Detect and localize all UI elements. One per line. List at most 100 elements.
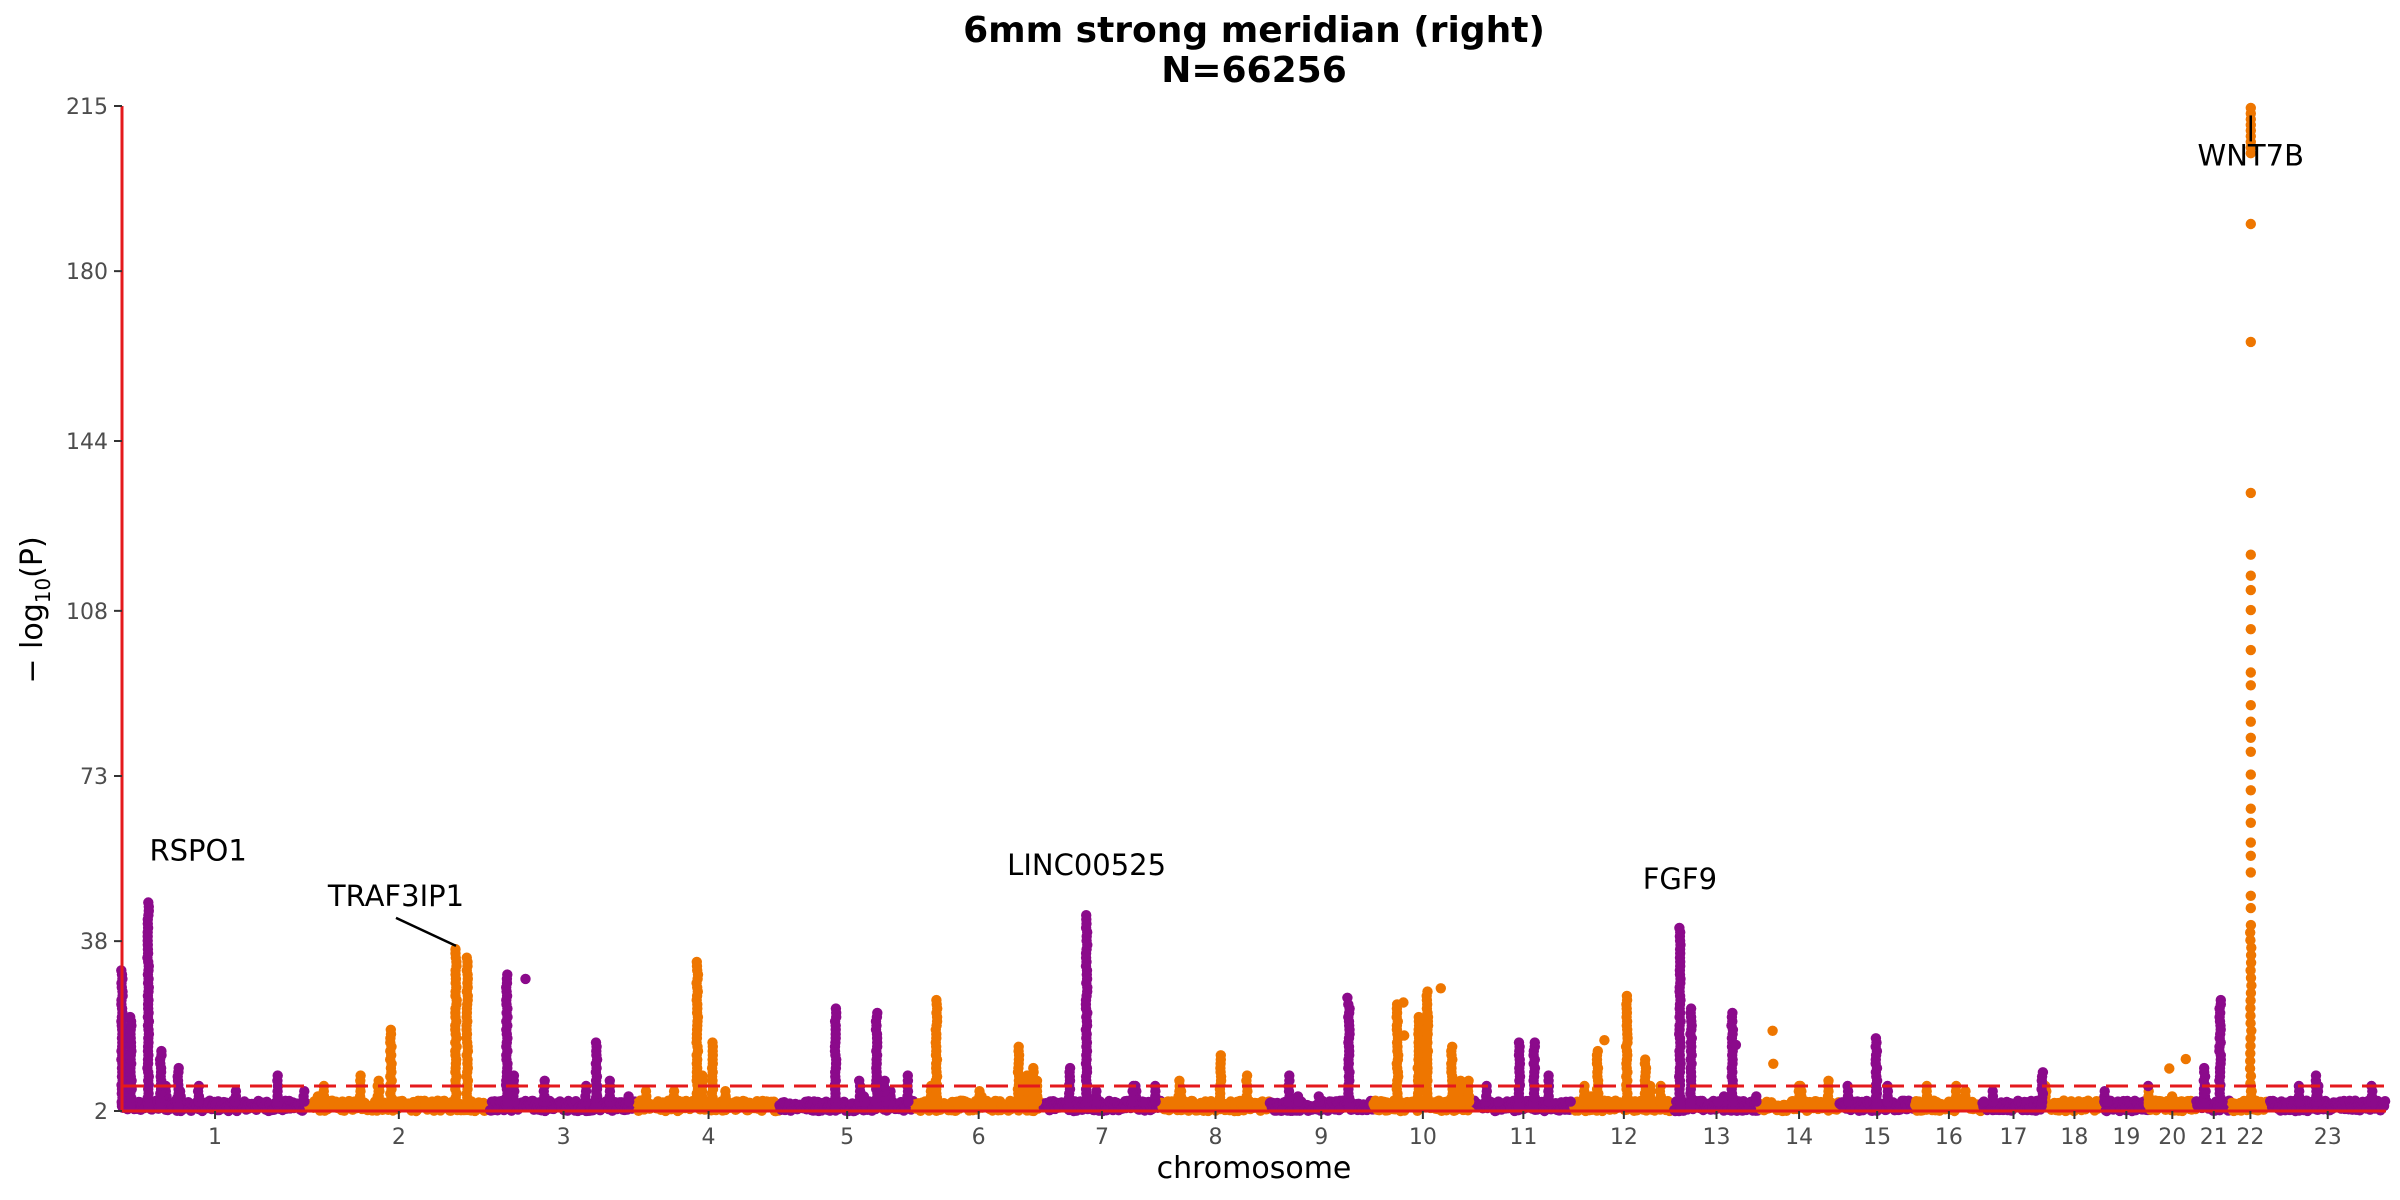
snp-point-3579 bbox=[2245, 1002, 2256, 1014]
snp-point-2781 bbox=[125, 1011, 136, 1023]
snp-point-2556 bbox=[976, 1091, 987, 1102]
snp-point-2680 bbox=[1978, 1096, 1990, 1107]
snp-point-2700 bbox=[2166, 1091, 2178, 1102]
snp-point-3589 bbox=[2245, 927, 2256, 938]
snp-point-2534 bbox=[854, 1075, 865, 1087]
snp-point-2683 bbox=[1987, 1086, 1998, 1097]
x-tick-label-1: 1 bbox=[208, 1125, 222, 1150]
x-tick-label-21: 21 bbox=[2200, 1125, 2228, 1150]
y-tick-label-6: 215 bbox=[66, 95, 108, 120]
y-tick-label-2: 73 bbox=[80, 765, 108, 790]
snp-point-3631 bbox=[520, 973, 531, 985]
snp-point-3590 bbox=[2245, 919, 2257, 931]
y-tick-label-1: 38 bbox=[80, 930, 108, 955]
snp-point-3621 bbox=[1342, 992, 1353, 1003]
snp-point-3030 bbox=[691, 956, 702, 968]
snp-point-2598 bbox=[1284, 1070, 1295, 1081]
x-tick-label-5: 5 bbox=[840, 1125, 854, 1150]
gene-label-traf3ip1: TRAF3IP1 bbox=[327, 879, 464, 913]
snp-point-3627 bbox=[1730, 1039, 1742, 1051]
snp-point-3585 bbox=[2245, 957, 2257, 968]
x-tick-label-14: 14 bbox=[1785, 1125, 1813, 1150]
snp-point-3401 bbox=[1621, 990, 1633, 1002]
y-axis-title: − log10(P) bbox=[15, 536, 55, 683]
snp-point-2514 bbox=[668, 1086, 680, 1097]
gene-label-rspo1: RSPO1 bbox=[149, 834, 246, 868]
snp-point-2505 bbox=[720, 1086, 731, 1097]
snp-point-2590 bbox=[1313, 1091, 1325, 1102]
snp-point-3592 bbox=[2245, 890, 2256, 901]
data-points bbox=[116, 102, 2391, 1117]
x-tick-label-20: 20 bbox=[2158, 1125, 2186, 1150]
snp-point-2607 bbox=[1455, 1096, 1467, 1107]
x-tick-label-2: 2 bbox=[392, 1125, 406, 1150]
snp-point-2622 bbox=[1543, 1070, 1554, 1081]
snp-point-3456 bbox=[1674, 922, 1685, 934]
snp-point-2694 bbox=[2102, 1096, 2113, 1107]
snp-point-3154 bbox=[1064, 1062, 1076, 1074]
snp-point-3591 bbox=[2245, 902, 2256, 914]
x-tick-label-17: 17 bbox=[2000, 1125, 2028, 1150]
snp-point-3583 bbox=[2245, 972, 2257, 984]
snp-point-2484 bbox=[604, 1075, 615, 1087]
snp-point-3578 bbox=[2245, 1010, 2256, 1021]
snp-point-2612 bbox=[1463, 1075, 1474, 1087]
x-tick-label-11: 11 bbox=[1509, 1125, 1537, 1150]
snp-point-3625 bbox=[1599, 1035, 1610, 1046]
snp-point-3610 bbox=[2245, 570, 2256, 581]
snp-point-2873 bbox=[385, 1024, 396, 1036]
snp-point-3597 bbox=[2245, 803, 2256, 814]
chart-title: 6mm strong meridian (right) bbox=[963, 10, 1545, 51]
snp-point-2830 bbox=[143, 897, 154, 908]
snp-point-2693 bbox=[2099, 1086, 2110, 1097]
snp-point-3570 bbox=[2245, 1070, 2257, 1082]
snp-point-2459 bbox=[372, 1080, 383, 1092]
snp-point-3634 bbox=[2245, 487, 2256, 499]
snp-point-3611 bbox=[2245, 549, 2256, 560]
snp-point-3582 bbox=[2246, 980, 2257, 991]
snp-point-3632 bbox=[2245, 218, 2256, 230]
x-tick-label-16: 16 bbox=[1935, 1125, 1963, 1150]
snp-point-2599 bbox=[1293, 1096, 1304, 1107]
snp-point-2854 bbox=[173, 1062, 184, 1074]
snp-point-3503 bbox=[1727, 1007, 1738, 1019]
snp-point-2844 bbox=[156, 1045, 167, 1057]
x-tick-label-8: 8 bbox=[1209, 1125, 1223, 1150]
x-tick-label-19: 19 bbox=[2112, 1125, 2140, 1150]
snp-point-3480 bbox=[1685, 1003, 1697, 1014]
gene-annotations: RSPO1 TRAF3IP1 LINC00525 FGF9 WNT7B bbox=[149, 115, 2304, 947]
snp-point-3581 bbox=[2245, 987, 2257, 999]
x-tick-label-7: 7 bbox=[1095, 1125, 1109, 1150]
snp-point-3374 bbox=[1592, 1045, 1604, 1057]
snp-point-3200 bbox=[1081, 910, 1092, 921]
snp-point-3575 bbox=[2245, 1033, 2256, 1044]
snp-point-3529 bbox=[2037, 1067, 2049, 1078]
snp-point-2423 bbox=[2379, 1096, 2391, 1107]
snp-point-3624 bbox=[1435, 983, 1447, 994]
snp-point-2624 bbox=[1565, 1096, 1576, 1107]
snp-point-3070 bbox=[830, 1003, 842, 1014]
snp-point-3604 bbox=[2245, 680, 2256, 691]
snp-point-3606 bbox=[2245, 644, 2256, 656]
snp-point-2440 bbox=[272, 1070, 283, 1081]
snp-point-3603 bbox=[2245, 700, 2256, 711]
snp-point-3413 bbox=[1640, 1054, 1651, 1065]
x-tick-label-15: 15 bbox=[1863, 1125, 1891, 1150]
snp-point-3572 bbox=[2245, 1055, 2256, 1067]
snp-point-2623 bbox=[1493, 1096, 1504, 1107]
snp-point-3602 bbox=[2245, 716, 2256, 727]
snp-point-2502 bbox=[640, 1086, 652, 1097]
x-tick-label-4: 4 bbox=[702, 1125, 716, 1150]
snp-point-2947 bbox=[461, 952, 472, 963]
snp-point-3633 bbox=[2245, 336, 2256, 348]
snp-point-2726 bbox=[2310, 1070, 2322, 1081]
snp-point-2642 bbox=[1751, 1091, 1762, 1102]
snp-point-3520 bbox=[1870, 1033, 1882, 1044]
snp-point-3601 bbox=[2245, 732, 2256, 743]
x-tick-label-22: 22 bbox=[2236, 1125, 2264, 1150]
y-axis-title-suffix: (P) bbox=[15, 536, 50, 578]
snp-point-2652 bbox=[1823, 1075, 1834, 1087]
snp-point-3628 bbox=[1768, 1058, 1779, 1070]
snp-point-3313 bbox=[1422, 986, 1433, 997]
snp-point-2568 bbox=[1091, 1086, 1102, 1097]
